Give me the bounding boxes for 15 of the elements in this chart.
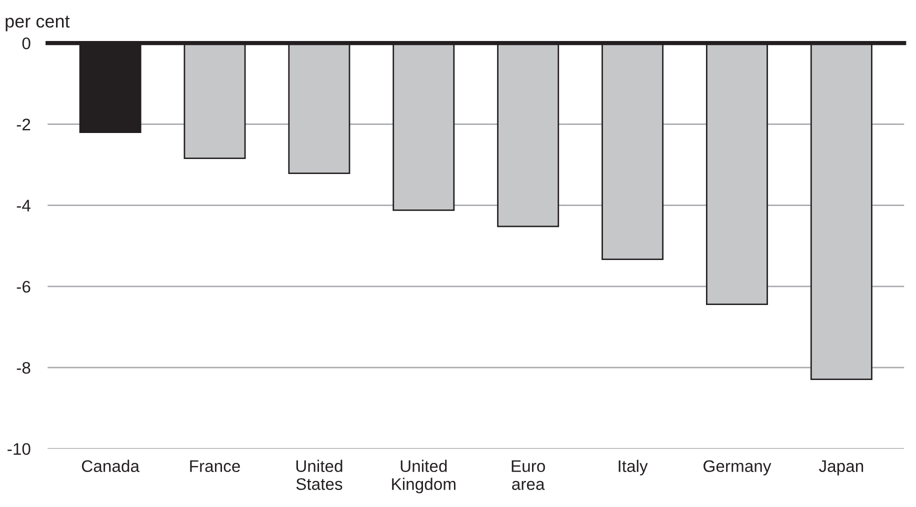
x-tick-label: Germany — [704, 460, 772, 476]
y-axis-title: per cent — [6, 16, 70, 32]
y-tick-label: -6 — [16, 280, 30, 293]
x-tick-label: United Kingdom — [392, 460, 456, 494]
y-tick-label: -8 — [16, 362, 30, 374]
x-tick-label: Japan — [818, 460, 864, 476]
y-tick-label: -4 — [16, 200, 30, 212]
x-tick-label: Euro area — [512, 460, 545, 490]
x-tick-label: Italy — [618, 460, 648, 476]
y-tick-label: -10 — [8, 443, 30, 455]
x-tick-label: France — [190, 460, 240, 472]
x-tick-label: United States — [296, 460, 342, 490]
x-tick-label: Canada — [82, 460, 140, 472]
y-tick-label: 0 — [22, 37, 30, 50]
y-tick-label: -2 — [16, 118, 30, 130]
